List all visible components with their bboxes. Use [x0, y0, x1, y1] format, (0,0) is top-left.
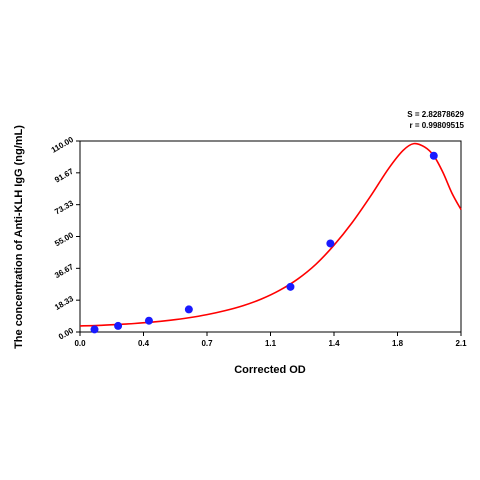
- x-tick-label: 1.4: [328, 339, 340, 348]
- y-tick-label: 73.33: [53, 198, 75, 216]
- x-tick-label: 0.7: [201, 339, 213, 348]
- fit-statistics: S = 2.82878629 r = 0.99809515: [407, 110, 464, 130]
- y-tick-label: 0.00: [57, 326, 75, 342]
- data-point: [429, 151, 438, 160]
- x-tick-label: 1.8: [392, 339, 404, 348]
- data-point: [326, 239, 335, 248]
- x-tick-label: 1.1: [265, 339, 277, 348]
- y-tick-label: 36.67: [53, 262, 75, 280]
- x-tick-label: 0.0: [74, 339, 86, 348]
- x-axis-title: Corrected OD: [234, 364, 306, 376]
- x-tick-label: 2.1: [455, 339, 467, 348]
- y-tick-label: 55.00: [53, 230, 75, 248]
- x-axis: 0.0 0.4 0.7 1.1 1.4 1.8 2.1: [74, 332, 467, 348]
- y-tick-label: 110.00: [50, 135, 76, 155]
- data-point: [144, 316, 153, 325]
- plot-frame: [79, 140, 462, 333]
- data-point: [184, 305, 193, 314]
- y-axis-title: The concentration of Anti-KLH IgG (ng/mL…: [13, 125, 25, 349]
- data-point: [114, 321, 123, 330]
- y-axis: 0.00 18.33 36.67 55.00 73.33 91.67 110.00: [50, 135, 80, 342]
- stat-r: r = 0.99809515: [410, 121, 465, 130]
- y-tick-label: 18.33: [53, 294, 75, 312]
- data-point: [90, 325, 99, 334]
- stat-s: S = 2.82878629: [407, 110, 464, 119]
- y-tick-label: 91.67: [53, 166, 75, 184]
- x-tick-label: 0.4: [138, 339, 150, 348]
- data-point: [286, 282, 295, 291]
- fit-curve: [79, 142, 462, 327]
- data-points: [90, 151, 438, 334]
